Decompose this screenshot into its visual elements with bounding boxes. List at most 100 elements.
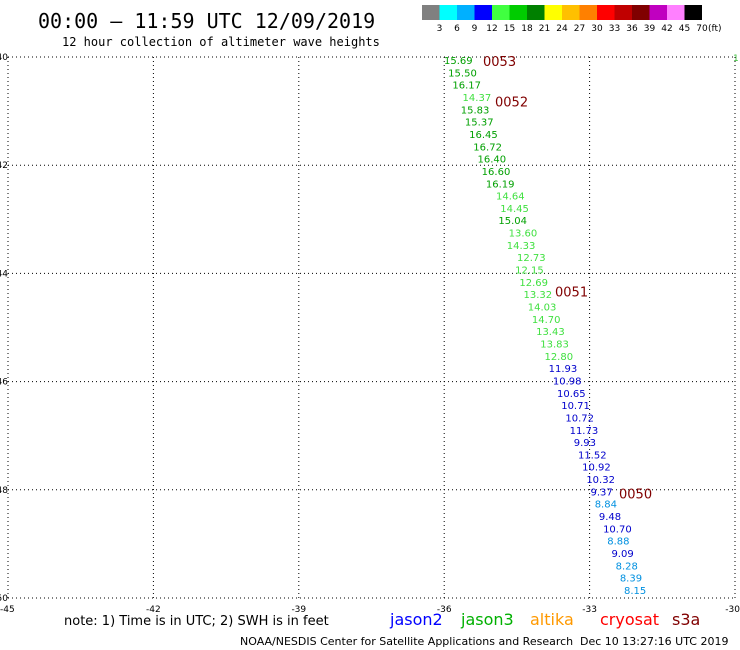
axis-labels: -40 -42 -44 -46 -48 -50-45 -42 -39 -36 -33 -30 1 — [0, 53, 740, 615]
legend-label: 45 — [679, 24, 690, 34]
wave-height-label: 16.19 — [486, 179, 515, 190]
legend-swatch — [509, 5, 527, 20]
longitude-label: -30 — [725, 605, 740, 615]
time-label: 0051 — [555, 285, 588, 300]
legend-swatch — [632, 5, 650, 20]
latitude-label: -44 — [0, 269, 8, 279]
wave-height-label: 10.98 — [553, 376, 582, 387]
wave-height-label: 10.70 — [603, 524, 632, 535]
wave-height-label: 8.88 — [607, 537, 629, 548]
longitude-label: -45 — [0, 605, 15, 615]
legend-swatch — [684, 5, 702, 20]
legend-label: 6 — [454, 24, 460, 34]
latitude-label: -46 — [0, 378, 8, 388]
wave-height-label: 8.39 — [620, 574, 642, 585]
legend-swatch — [579, 5, 597, 20]
latitude-label: -42 — [0, 161, 8, 171]
wave-height-label: 14.37 — [463, 93, 492, 104]
wave-height-label: 10.72 — [565, 413, 594, 424]
wave-height-label: 14.70 — [532, 315, 561, 326]
legend-unit: (ft) — [708, 24, 722, 34]
legend-swatch — [562, 5, 580, 20]
satellite-legend: jason2 jason3 altika cryosat s3a — [389, 610, 700, 629]
legend-label: 12 — [486, 24, 497, 34]
legend-label: 18 — [521, 24, 533, 34]
color-legend: 3 6 9 12 15 18 21 24 27 30 33 36 39 42 45 70 (ft) — [422, 5, 722, 34]
right-edge-label: 1 — [733, 54, 739, 64]
satellite-legend-altika: altika — [530, 610, 574, 629]
wave-height-label: 9.37 — [591, 487, 613, 498]
wave-height-label: 16.17 — [452, 81, 481, 92]
map-grid — [7, 56, 736, 599]
wave-height-label: 12.15 — [515, 266, 544, 277]
latitude-label: -48 — [0, 486, 8, 496]
wave-height-label: 16.60 — [482, 167, 511, 178]
wave-height-label: 12.80 — [544, 352, 573, 363]
wave-height-label: 8.28 — [616, 561, 638, 572]
time-label: 0053 — [483, 55, 516, 70]
legend-swatch — [439, 5, 457, 20]
legend-swatch — [492, 5, 510, 20]
wave-height-label: 16.45 — [469, 130, 498, 141]
wave-height-label: 14.03 — [528, 303, 557, 314]
satellite-legend-jason2: jason2 — [389, 610, 443, 629]
wave-height-label: 15.83 — [461, 105, 490, 116]
legend-label: 27 — [574, 24, 585, 34]
legend-swatch — [527, 5, 545, 20]
wave-height-label: 15.04 — [498, 216, 527, 227]
wave-height-label: 10.32 — [586, 475, 615, 486]
legend-label: 30 — [591, 24, 603, 34]
wave-height-label: 8.84 — [595, 500, 617, 511]
legend-swatch — [597, 5, 615, 20]
longitude-label: -42 — [146, 605, 161, 615]
legend-label: 15 — [504, 24, 515, 34]
legend-swatch — [457, 5, 475, 20]
time-label: 0050 — [619, 488, 652, 503]
legend-label: 24 — [556, 24, 568, 34]
longitude-label: -33 — [582, 605, 597, 615]
wave-height-label: 9.48 — [599, 512, 621, 523]
wave-height-label: 15.69 — [444, 56, 473, 67]
legend-swatch — [614, 5, 632, 20]
time-label: 0052 — [495, 95, 528, 110]
wave-height-label: 11.93 — [549, 364, 578, 375]
footer-note: note: 1) Time is in UTC; 2) SWH is in fe… — [64, 614, 329, 629]
map-subtitle: 12 hour collection of altimeter wave hei… — [62, 35, 380, 49]
longitude-label: -36 — [437, 605, 452, 615]
footer-credit: NOAA/NESDIS Center for Satellite Applica… — [240, 635, 573, 648]
wave-height-label: 12.69 — [519, 278, 548, 289]
map-title: 00:00 — 11:59 UTC 12/09/2019 — [38, 9, 375, 33]
legend-label: 9 — [472, 24, 478, 34]
wave-height-label: 11.52 — [578, 450, 607, 461]
longitude-label: -39 — [291, 605, 306, 615]
wave-height-label: 15.50 — [448, 68, 477, 79]
legend-swatch — [544, 5, 562, 20]
wave-height-label: 14.45 — [500, 204, 529, 215]
legend-label: 33 — [609, 24, 620, 34]
wave-height-label: 14.64 — [496, 192, 525, 203]
wave-height-label: 10.71 — [561, 401, 590, 412]
satellite-legend-s3a: s3a — [672, 610, 700, 629]
legend-label: 39 — [644, 24, 656, 34]
wave-height-label: 9.09 — [611, 549, 633, 560]
latitude-label: -40 — [0, 53, 8, 63]
legend-swatch — [474, 5, 492, 20]
legend-swatch — [649, 5, 667, 20]
legend-label: 42 — [661, 24, 672, 34]
legend-label: 3 — [437, 24, 443, 34]
wave-height-label: 16.40 — [477, 155, 506, 166]
wave-height-label: 13.43 — [536, 327, 565, 338]
wave-height-label: 11.73 — [570, 426, 599, 437]
legend-swatch — [667, 5, 685, 20]
wave-height-label: 9.93 — [574, 438, 596, 449]
wave-height-label: 13.60 — [509, 229, 538, 240]
wave-height-label: 13.32 — [524, 290, 553, 301]
legend-label: 21 — [539, 24, 550, 34]
legend-label: 36 — [626, 24, 638, 34]
latitude-label: -50 — [0, 594, 8, 604]
satellite-legend-cryosat: cryosat — [600, 610, 659, 629]
wave-height-label: 14.33 — [507, 241, 536, 252]
wave-height-label: 13.83 — [540, 339, 569, 350]
